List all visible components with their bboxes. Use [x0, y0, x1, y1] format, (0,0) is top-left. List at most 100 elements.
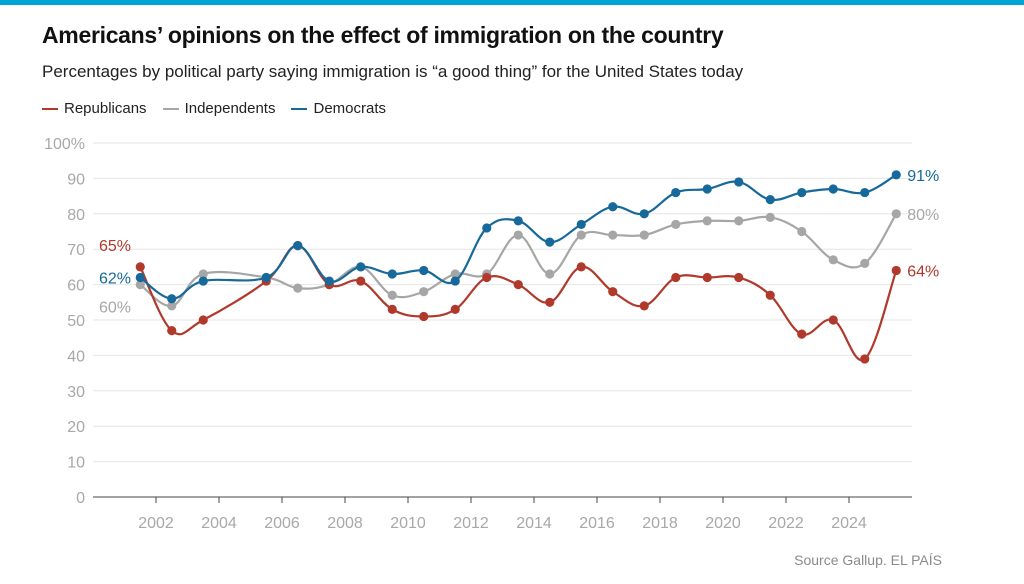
y-tick-label: 10: [67, 455, 85, 472]
series-layer: [135, 170, 901, 364]
data-point-democrats: [513, 216, 523, 226]
legend-swatch-republicans: [42, 107, 58, 110]
x-tick-label: 2014: [516, 515, 552, 532]
data-point-democrats: [765, 195, 775, 205]
data-point-republicans: [639, 301, 649, 311]
data-point-independents: [797, 226, 807, 237]
legend-item-independents: Independents: [162, 100, 276, 117]
data-point-democrats: [450, 276, 460, 286]
data-point-independents: [545, 269, 555, 279]
series-line-independents: [139, 213, 898, 307]
x-tick-label: 2006: [264, 515, 300, 532]
data-point-democrats: [293, 241, 303, 251]
x-tick-label: 2016: [579, 515, 615, 532]
data-point-republicans: [765, 290, 775, 300]
y-tick-label: 30: [67, 384, 85, 401]
data-point-independents: [513, 230, 523, 240]
x-tick-label: 2022: [768, 515, 804, 532]
data-point-democrats: [639, 209, 649, 219]
data-point-republicans: [135, 262, 145, 272]
data-point-independents: [608, 230, 618, 240]
data-point-independents: [387, 290, 397, 300]
data-point-republicans: [734, 272, 744, 283]
data-point-democrats: [419, 265, 429, 276]
data-point-republicans: [797, 329, 807, 339]
data-point-independents: [419, 287, 429, 297]
y-tick-label: 70: [67, 242, 85, 259]
start-label-independents: 60%: [99, 300, 131, 317]
data-point-independents: [765, 212, 775, 222]
end-label-republicans: 64%: [907, 263, 939, 280]
y-tick-label: 0: [76, 490, 85, 507]
y-tick-label: 90: [67, 171, 85, 188]
y-tick-label: 80: [67, 207, 85, 224]
data-point-independents: [860, 258, 870, 268]
data-point-independents: [135, 280, 145, 290]
x-tick-label: 2012: [453, 515, 489, 532]
y-tick-label: 40: [67, 348, 85, 365]
data-point-democrats: [135, 272, 145, 283]
data-point-democrats: [324, 276, 334, 286]
y-tick-label: 50: [67, 313, 85, 330]
x-tick-label: 2010: [390, 515, 426, 532]
data-point-republicans: [828, 315, 838, 325]
data-point-democrats: [167, 294, 177, 304]
data-point-independents: [828, 255, 838, 265]
data-point-democrats: [797, 187, 807, 198]
data-point-independents: [891, 209, 901, 219]
chart-title: Americans’ opinions on the effect of imm…: [42, 22, 724, 48]
data-point-democrats: [608, 202, 618, 212]
data-point-republicans: [545, 297, 555, 307]
data-point-republicans: [702, 272, 712, 283]
accent-top-bar: [0, 0, 1024, 5]
data-point-democrats: [702, 184, 712, 194]
legend-label-independents: Independents: [184, 100, 276, 117]
legend-label-democrats: Democrats: [313, 100, 387, 117]
end-label-independents: 80%: [907, 207, 939, 224]
start-label-republicans: 65%: [99, 238, 131, 255]
x-tick-label: 2024: [831, 515, 867, 532]
data-point-democrats: [356, 262, 366, 272]
data-point-independents: [198, 269, 208, 279]
data-point-independents: [576, 230, 586, 240]
x-tick-label: 2018: [642, 515, 678, 532]
source-note: Source Gallup. EL PAÍS: [794, 552, 942, 568]
data-point-democrats: [860, 187, 870, 198]
data-point-independents: [167, 301, 177, 311]
x-tick-label: 2008: [327, 515, 363, 532]
x-tick-label: 2020: [705, 515, 741, 532]
data-point-democrats: [576, 219, 586, 230]
chart-legend: Republicans Independents Democrats: [42, 100, 386, 117]
data-point-republicans: [198, 315, 208, 325]
series-line-republicans: [139, 244, 898, 362]
data-point-democrats: [387, 269, 397, 279]
data-point-republicans: [419, 311, 429, 322]
data-point-republicans: [387, 304, 397, 314]
data-point-democrats: [261, 272, 271, 283]
data-point-democrats: [734, 177, 744, 187]
data-point-independents: [671, 219, 681, 230]
data-point-republicans: [860, 354, 870, 364]
legend-swatch-independents: [162, 107, 179, 110]
end-label-democrats: 91%: [907, 168, 939, 185]
grid-layer: 0 10 20 30 40 50 60 70 80 90 100% 2002 2004 2006 2008 2…: [44, 136, 912, 532]
data-point-republicans: [356, 276, 366, 286]
data-point-republicans: [450, 304, 460, 314]
data-point-republicans: [167, 326, 177, 336]
y-tick-label: 100%: [44, 136, 85, 153]
data-point-democrats: [482, 223, 492, 233]
x-tick-label: 2002: [138, 515, 174, 532]
data-point-independents: [702, 216, 712, 226]
data-point-independents: [450, 269, 460, 279]
data-point-republicans: [482, 272, 492, 283]
data-point-republicans: [671, 272, 681, 283]
data-point-republicans: [891, 265, 901, 276]
legend-item-republicans: Republicans: [42, 100, 147, 117]
data-point-independents: [293, 283, 303, 293]
data-point-republicans: [608, 287, 618, 297]
data-point-democrats: [545, 237, 555, 247]
start-label-democrats: 62%: [99, 271, 131, 288]
label-layer: 65% 64% 60% 80% 62% 91%: [99, 168, 939, 317]
data-point-independents: [639, 230, 649, 240]
